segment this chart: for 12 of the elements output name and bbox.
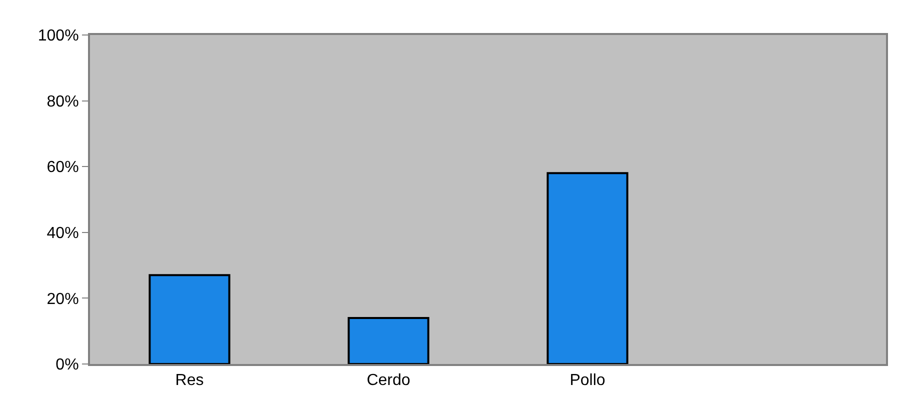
bar xyxy=(348,316,430,364)
x-tick-label: Pollo xyxy=(570,372,606,390)
y-tick-label: 0% xyxy=(56,356,79,374)
x-tick-label: Res xyxy=(175,372,204,390)
y-tick-label: 80% xyxy=(46,93,79,110)
bar xyxy=(148,274,230,364)
y-tick-label: 100% xyxy=(38,28,79,45)
y-tick-label: 60% xyxy=(46,159,79,176)
bar xyxy=(546,172,628,364)
y-tick-label: 20% xyxy=(46,290,79,308)
x-tick-label: Cerdo xyxy=(366,372,410,390)
y-tick-label: 40% xyxy=(46,225,79,242)
